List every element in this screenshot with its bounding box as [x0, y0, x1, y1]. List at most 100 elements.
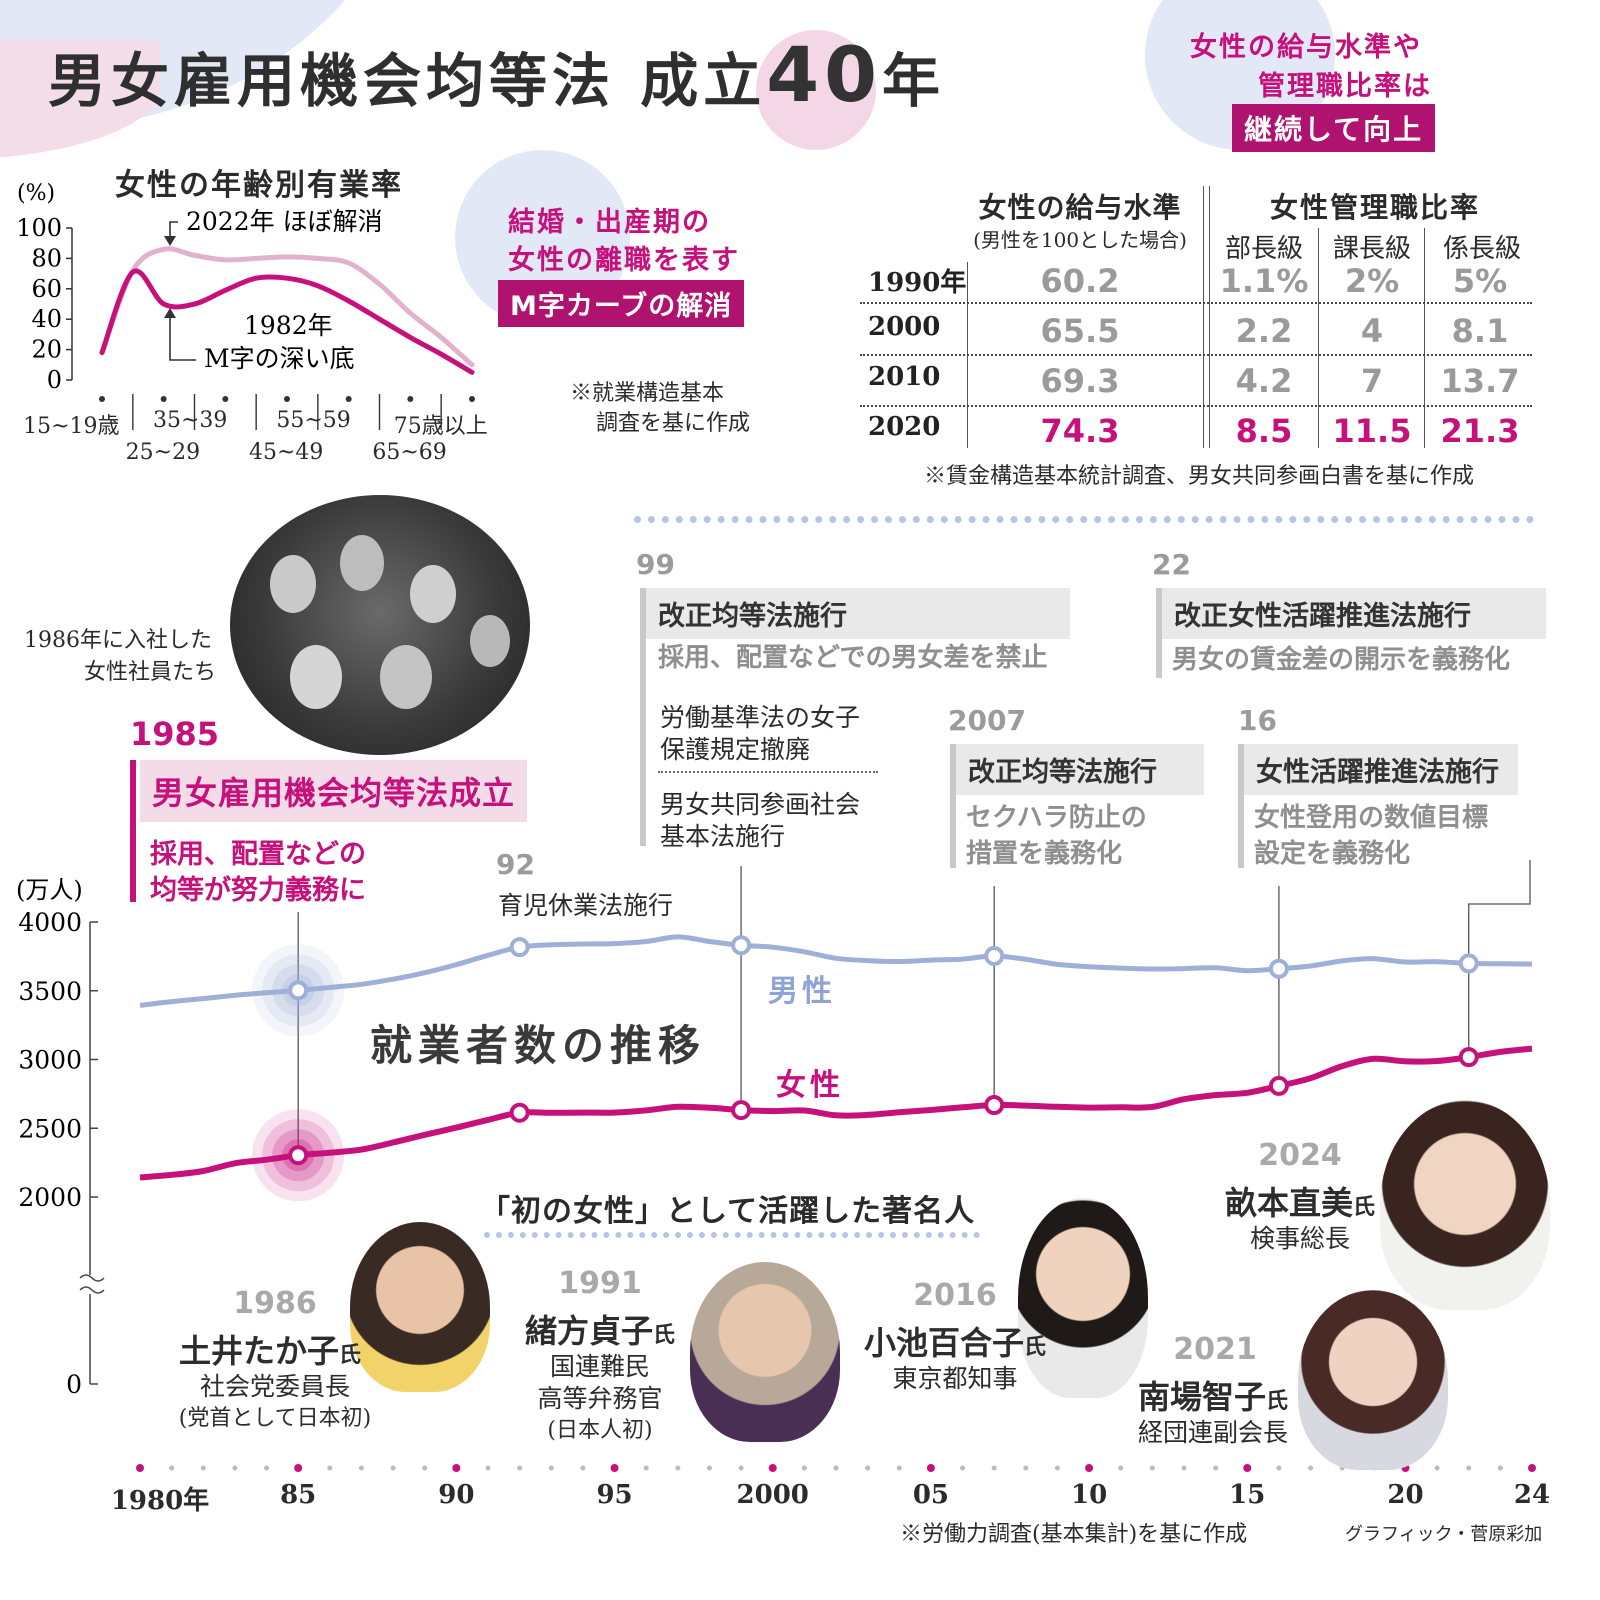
- timeline-dot: [1054, 1465, 1060, 1471]
- timeline-dot: [1118, 1465, 1124, 1471]
- m-curve-ytick-label: 0: [47, 366, 62, 394]
- photo-caption-line1: 1986年に入社した: [24, 628, 212, 653]
- event-99-note1a: 労働基準法の女子: [660, 703, 861, 732]
- timeline-dot: [706, 1465, 712, 1471]
- m-curve-xdot: [284, 396, 290, 402]
- event-marker: [731, 935, 752, 956]
- col-header-mgr: 女性管理職比率: [1269, 191, 1480, 224]
- table-cell-year: 2010: [868, 362, 941, 392]
- portrait-doi: [350, 1222, 490, 1392]
- event-99-bar: [640, 588, 646, 846]
- employment-xtick-label: 05: [912, 1480, 949, 1510]
- timeline-dot: [643, 1465, 649, 1471]
- event-leader-line: [1468, 860, 1531, 964]
- table-cell-kacho: 11.5: [1332, 412, 1412, 450]
- person-unemoto-name: 畝本直美氏: [1215, 1178, 1385, 1224]
- event-marker: [509, 937, 530, 958]
- employment-ytick-label: 3000: [18, 1046, 82, 1075]
- table-cell-year: 2000: [868, 312, 941, 342]
- event-1985-sub2: 均等が努力義務に: [150, 875, 366, 906]
- col-header-wage: 女性の給与水準: [978, 191, 1182, 224]
- person-namba-name: 南場智子氏: [1128, 1372, 1298, 1418]
- male-series-label: 男性: [768, 974, 836, 1009]
- person-namba-role1: 経団連副会長: [1137, 1418, 1288, 1447]
- timeline-dot: [1434, 1465, 1440, 1471]
- timeline-dot: [1276, 1465, 1282, 1471]
- timeline-dot: [1085, 1464, 1094, 1472]
- table-row-rule: [860, 302, 1532, 304]
- portrait-ogata: [690, 1262, 840, 1442]
- employment-title: 就業者数の推移: [370, 1021, 707, 1070]
- credit: グラフィック・菅原彩加: [1345, 1524, 1543, 1545]
- m-curve-ytick-label: 80: [31, 244, 62, 272]
- m-curve-xdot: [222, 396, 229, 402]
- event-marker: [1268, 1075, 1289, 1096]
- m-curve-callout-line2: 女性の離職を表す: [508, 245, 740, 276]
- person-ogata-suffix: 氏: [653, 1323, 676, 1348]
- timeline-dot: [833, 1465, 839, 1471]
- event-92-title: 育児休業法施行: [498, 891, 674, 920]
- employment-xtick-label: 24: [1513, 1480, 1551, 1510]
- timeline-dot: [1181, 1465, 1187, 1471]
- event-leader-lines: [297, 860, 1531, 1156]
- photo-face: [340, 535, 384, 591]
- table-cell-kacho: 4: [1360, 312, 1384, 350]
- event-1985-year: 1985: [130, 715, 220, 753]
- person-namba-suffix: 氏: [1266, 1389, 1289, 1414]
- timeline-dot: [1213, 1465, 1219, 1471]
- event-99-note1b: 保護規定撤廃: [660, 735, 811, 764]
- event-99-note-rule: [658, 771, 878, 773]
- annotation-1982-arrow: [164, 308, 176, 318]
- event-marker: [509, 1102, 530, 1123]
- timeline-dot: [232, 1465, 238, 1471]
- event-16-bar: [1238, 744, 1244, 868]
- employment-axes: 4000 3500 3000 2500 2000 0: [18, 908, 1536, 1472]
- event-99-title: 改正均等法施行: [646, 588, 1070, 639]
- m-curve-callout-tag: M字カーブの解消: [498, 280, 745, 327]
- m-curve-xdot: [160, 396, 167, 402]
- person-doi-year: 1986: [233, 1286, 317, 1321]
- employment-yunit: (万人): [16, 876, 83, 904]
- portrait-unemoto: [1380, 1100, 1550, 1310]
- employment-xtick-label: 2000: [736, 1480, 809, 1510]
- person-koike-year: 2016: [913, 1278, 997, 1313]
- callout-wage-tag: 継続して向上: [1232, 104, 1436, 152]
- photo-1986-employees: [230, 495, 530, 755]
- timeline-dot: [610, 1464, 619, 1472]
- photo-face: [380, 645, 432, 709]
- table-cell-kakaricho: 8.1: [1451, 312, 1509, 350]
- person-doi-name: 土井たか子氏: [170, 1326, 370, 1372]
- sub-header-kacho: 課長級: [1332, 234, 1411, 264]
- timeline-dot: [1149, 1465, 1155, 1471]
- person-namba-name-text: 南場智子: [1137, 1378, 1266, 1416]
- table-cell-wage: 65.5: [1040, 312, 1120, 350]
- m-curve-source-line2: 調査を基に作成: [596, 411, 751, 436]
- event-22-sub: 男女の賃金差の開示を義務化: [1172, 645, 1511, 675]
- m-curve-lines: [99, 246, 475, 375]
- table-row-rule: [860, 405, 1532, 407]
- employment-xtick-label: 15: [1229, 1480, 1266, 1510]
- event-marker: [984, 1095, 1005, 1116]
- table-cell-year: 1990年: [868, 268, 967, 298]
- m-curve-xdot: [345, 396, 352, 402]
- timeline-dot: [738, 1465, 744, 1471]
- timeline-dot: [485, 1465, 491, 1471]
- m-curve-xtick-label: 75歳以上: [393, 414, 488, 439]
- m-curve-xtick-label: 25~29: [125, 440, 201, 465]
- timeline-dot: [580, 1465, 586, 1471]
- table-cell-kakaricho: 13.7: [1440, 362, 1520, 400]
- annotation-2022-pointer: [169, 221, 178, 238]
- person-doi-suffix: 氏: [339, 1343, 362, 1368]
- wage-table: 女性の給与水準 (男性を100とした場合) 女性管理職比率 部長級 課長級 係長…: [0, 0, 1600, 500]
- employment-ytick-label: 3500: [18, 977, 82, 1006]
- event-marker: [984, 945, 1005, 966]
- annotation-1982-pointer: [169, 318, 196, 361]
- event-92-year: 92: [496, 848, 535, 881]
- timeline-dot: [517, 1465, 523, 1471]
- table-source: ※賃金構造基本統計調査、男女共同参画白書を基に作成: [924, 464, 1475, 489]
- m-curve-source-line1: ※就業構造基本: [570, 381, 725, 406]
- timeline-dot: [294, 1464, 303, 1472]
- timeline-dot: [1023, 1465, 1029, 1471]
